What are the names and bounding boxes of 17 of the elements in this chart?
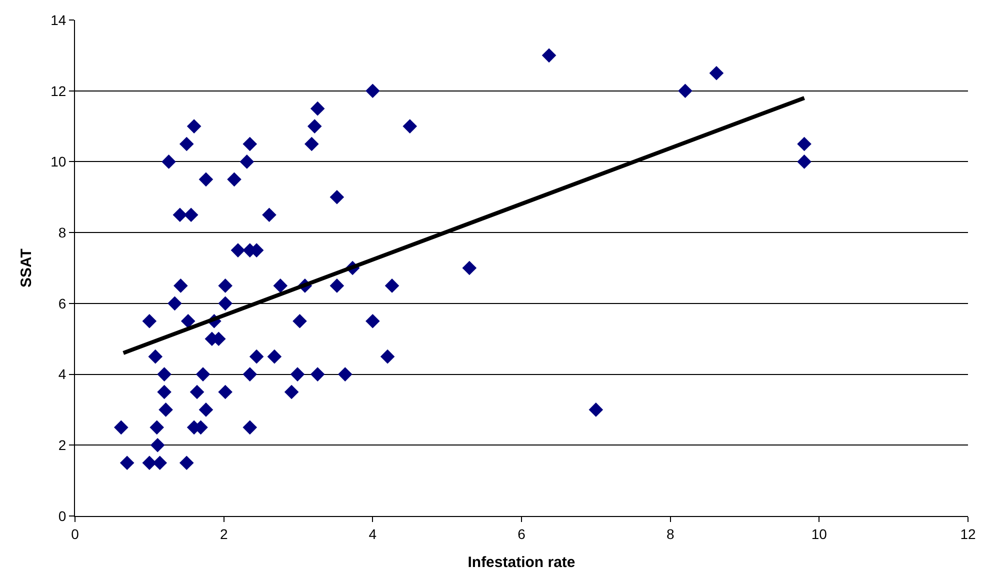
y-tick-label: 4 xyxy=(58,366,66,382)
x-tick-label: 10 xyxy=(811,526,828,542)
x-tick-label: 2 xyxy=(220,526,228,542)
y-tick-label: 2 xyxy=(58,437,66,454)
x-tick-label: 8 xyxy=(666,526,674,542)
y-tick-label: 14 xyxy=(50,12,66,28)
y-tick-label: 8 xyxy=(58,224,66,240)
y-tick-label: 6 xyxy=(58,295,66,312)
x-tick-label: 4 xyxy=(368,526,377,542)
x-axis-title: Infestation rate xyxy=(468,554,576,571)
y-axis-title: SSAT xyxy=(18,248,35,288)
x-tick-label: 12 xyxy=(960,526,976,542)
x-tick-label: 0 xyxy=(71,526,80,542)
y-tick-label: 12 xyxy=(50,82,66,99)
x-tick-label: 6 xyxy=(518,526,526,542)
y-tick-label: 0 xyxy=(58,508,66,524)
y-tick-label: 10 xyxy=(50,154,66,170)
